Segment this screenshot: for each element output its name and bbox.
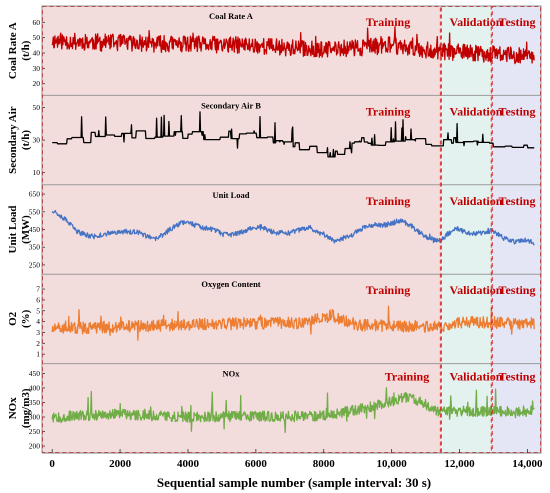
region-label-training: Training <box>366 194 410 208</box>
region-label-training: Training <box>366 283 410 297</box>
y-axis-label-line: (mg/m3) <box>20 388 32 428</box>
region-border-validation <box>440 6 492 453</box>
y-axis-label: Secondary Air(t/h) <box>7 106 32 174</box>
panel-title: Coal Rate A <box>209 11 254 21</box>
region-label-training: Training <box>385 370 429 384</box>
panel-air: 10 30 50 Secondary Air B Secondary Air(t/h) T… <box>7 100 541 186</box>
series-line-nox <box>51 387 535 434</box>
x-tick-label: 0 <box>49 458 55 470</box>
y-axis-label: Coal Rate A(t/h) <box>7 22 32 79</box>
y-axis-label-line: (t/h) <box>20 40 32 61</box>
y-axis-label-line: O2 <box>7 311 19 326</box>
y-axis-label-line: (MW) <box>20 215 32 244</box>
series-line-o2 <box>51 305 535 341</box>
panel-title: Oxygen Content <box>201 279 260 289</box>
x-tick-label: 8000 <box>313 458 336 470</box>
y-axis-label-line: (%) <box>20 309 32 328</box>
y-tick-label: 350 <box>29 398 41 407</box>
y-tick-label: 30 <box>33 64 41 73</box>
region-label-testing: Testing <box>499 370 536 384</box>
y-tick-label: 5 <box>36 306 40 315</box>
y-tick-label: 30 <box>33 136 41 145</box>
x-tick-label: 6000 <box>245 458 268 470</box>
x-tick-label: 14,000 <box>512 458 543 470</box>
y-tick-label: 450 <box>29 369 41 378</box>
y-tick-label: 7 <box>36 285 40 294</box>
region-label-training: Training <box>366 104 410 118</box>
series-line-coal <box>51 26 535 65</box>
y-tick-label: 300 <box>29 413 41 422</box>
y-axis-label-line: Unit Load <box>7 206 19 254</box>
y-tick-label: 6 <box>36 295 40 304</box>
y-tick-label: 550 <box>29 207 41 216</box>
y-axis-label-line: Coal Rate A <box>7 22 19 79</box>
panel-title: Unit Load <box>212 190 249 200</box>
plot-frame <box>41 5 542 454</box>
panel-o2: 1 2 3 4 5 67 Oxygen Content O2(%) Training Valida… <box>7 279 541 365</box>
x-axis-label: Sequential sample number (sample interva… <box>157 475 431 490</box>
x-tick-label: 10,000 <box>377 458 408 470</box>
y-axis-label: NOx(mg/m3) <box>7 388 32 428</box>
y-tick-label: 350 <box>29 243 41 252</box>
y-tick-label: 200 <box>29 442 41 451</box>
y-tick-label: 50 <box>33 33 41 42</box>
region-label-training: Training <box>366 15 410 29</box>
y-tick-label: 1 <box>36 350 40 359</box>
series-line-load <box>51 209 535 246</box>
y-tick-label: 40 <box>33 49 41 58</box>
region-label-validation: Validation <box>450 370 503 384</box>
region-border-testing <box>491 6 541 453</box>
x-tick-label: 12,000 <box>444 458 475 470</box>
y-tick-label: 60 <box>33 18 41 27</box>
region-border-training <box>42 6 441 453</box>
series-line-air <box>52 111 535 158</box>
region-label-validation: Validation <box>450 283 503 297</box>
y-axis-label-line: (t/h) <box>20 130 32 151</box>
y-tick-label: 250 <box>29 260 41 269</box>
y-axis-label: O2(%) <box>7 309 32 328</box>
y-tick-label: 50 <box>33 103 41 112</box>
x-tick-label: 4000 <box>177 458 200 470</box>
region-label-testing: Testing <box>499 15 536 29</box>
y-tick-label: 400 <box>29 383 41 392</box>
region-label-testing: Testing <box>499 283 536 297</box>
y-tick-label: 20 <box>33 79 41 88</box>
region-label-testing: Testing <box>499 194 536 208</box>
y-tick-label: 2 <box>36 339 40 348</box>
y-tick-label: 450 <box>29 225 41 234</box>
x-tick-label: 2000 <box>109 458 132 470</box>
panel-title: NOx <box>223 369 241 379</box>
region-label-testing: Testing <box>499 104 536 118</box>
y-tick-label: 10 <box>33 168 41 177</box>
y-tick-label: 250 <box>29 427 41 436</box>
y-axis-label: Unit Load(MW) <box>7 206 32 254</box>
y-tick-label: 650 <box>29 190 41 199</box>
y-tick-label: 3 <box>36 328 40 337</box>
region-label-validation: Validation <box>450 104 503 118</box>
region-validation <box>440 6 492 453</box>
region-testing <box>491 6 541 453</box>
region-label-validation: Validation <box>450 15 503 29</box>
region-label-validation: Validation <box>450 194 503 208</box>
panel-title: Secondary Air B <box>201 100 261 110</box>
y-axis-label-line: Secondary Air <box>7 106 19 174</box>
y-tick-label: 4 <box>36 317 40 326</box>
y-axis-label-line: NOx <box>7 397 19 420</box>
